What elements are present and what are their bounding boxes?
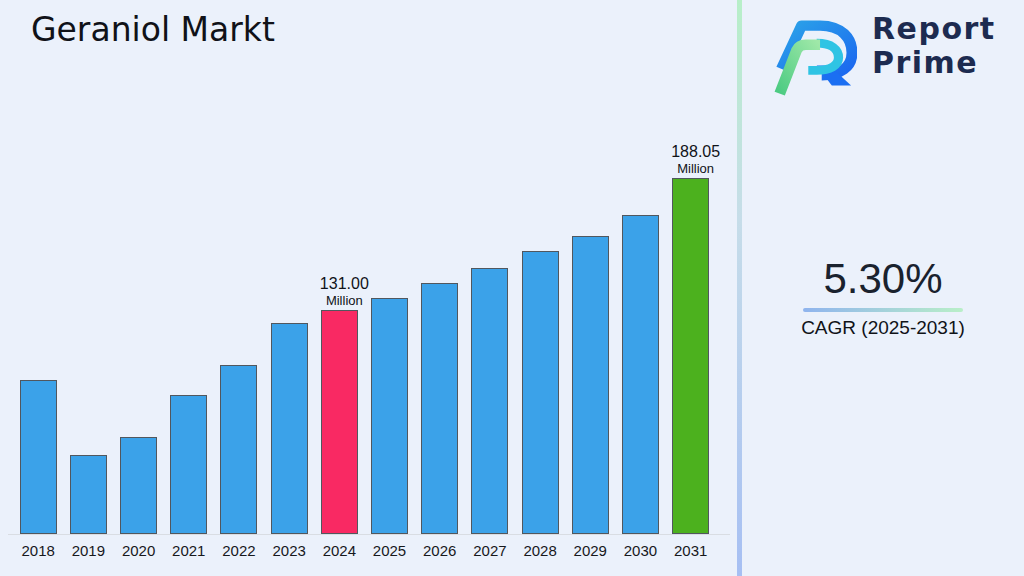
cagr-value: 5.30%: [742, 259, 1024, 299]
bar-2019: [70, 455, 107, 534]
x-tick-2031: 2031: [661, 543, 721, 558]
bar-2023: [271, 323, 308, 534]
bar-2029: [572, 236, 609, 534]
cagr-label: CAGR (2025-2031): [742, 317, 1024, 339]
x-axis-line: [8, 534, 730, 535]
bar-2028: [522, 251, 559, 534]
bar-2020: [120, 437, 157, 534]
bar-2018: [20, 380, 57, 534]
logo-line1: Report: [872, 12, 996, 46]
bar-2027: [471, 268, 508, 534]
value-label-2031: 188.05Million: [651, 143, 741, 175]
cagr-gradient-line: [803, 308, 963, 312]
bar-2031: [672, 178, 709, 534]
infographic: Geraniol Markt 2018201920202021202220232…: [0, 0, 1024, 576]
bar-chart: 2018201920202021202220232024131.00Millio…: [0, 0, 737, 576]
report-prime-logo-text: Report Prime: [872, 12, 996, 80]
bar-2025: [371, 298, 408, 534]
cagr-block: 5.30% CAGR (2025-2031): [742, 259, 1024, 339]
report-prime-logo-icon: [773, 16, 857, 96]
bar-2026: [421, 283, 458, 534]
logo-line2: Prime: [872, 46, 996, 80]
bar-2021: [170, 395, 207, 534]
bar-2022: [220, 365, 257, 534]
bar-2030: [622, 215, 659, 534]
sidebar: Report Prime 5.30% CAGR (2025-2031): [742, 0, 1024, 576]
bar-2024: [321, 310, 358, 534]
